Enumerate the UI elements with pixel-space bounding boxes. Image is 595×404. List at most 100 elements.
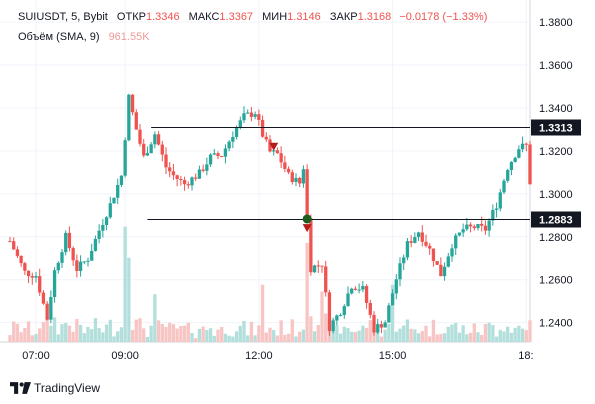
candle-body xyxy=(286,168,291,173)
volume-bar xyxy=(190,332,194,342)
volume-bar xyxy=(476,332,480,342)
volume-bar xyxy=(316,324,320,342)
candle-body xyxy=(156,134,161,145)
candle-body xyxy=(298,177,302,184)
volume-bar xyxy=(194,338,198,342)
candle-body xyxy=(309,218,313,273)
candle-body xyxy=(208,154,213,165)
price-tag-label: 1.2883 xyxy=(539,215,573,227)
candle-body xyxy=(142,143,146,156)
price-axis: 1.2400 1.2600 1.2800 1.3000 1.3200 1.3400 1.36… xyxy=(539,17,573,330)
candle-body xyxy=(238,120,242,128)
candle-body xyxy=(413,237,417,243)
candle-body xyxy=(424,241,428,246)
volume-bar xyxy=(15,323,20,342)
candle-body xyxy=(420,232,424,242)
candle-body xyxy=(301,169,306,184)
candle-body xyxy=(12,241,16,250)
volume-bar xyxy=(138,318,142,342)
tradingview-name: TradingView xyxy=(34,381,101,395)
candle-body xyxy=(442,266,447,277)
volume-bar xyxy=(26,321,31,342)
volume-value: 961.55K xyxy=(108,31,150,43)
candle-body xyxy=(528,144,532,185)
candle-body xyxy=(461,229,465,233)
volume-bar xyxy=(56,334,60,342)
volume-bar xyxy=(468,332,473,342)
volume-bar xyxy=(123,226,127,342)
volume-bar xyxy=(41,321,46,342)
candle-body xyxy=(446,256,450,267)
volume-bar xyxy=(212,335,216,342)
volume-bar xyxy=(346,328,350,342)
candle-body xyxy=(75,260,79,271)
volume-bar xyxy=(483,323,488,342)
candle-body xyxy=(171,171,176,176)
sell-arrow-icon xyxy=(269,142,279,151)
candle-body xyxy=(242,113,246,121)
volume-bar xyxy=(275,335,280,342)
volume-bar xyxy=(379,336,384,342)
volume-bar xyxy=(19,332,23,342)
volume-bar xyxy=(78,324,83,342)
close-value: 1.3168 xyxy=(357,11,392,23)
candle-body xyxy=(428,245,432,249)
volume-bar xyxy=(491,325,495,342)
candle-body xyxy=(97,230,101,239)
price-tags: 1.3313 1.2883 xyxy=(531,119,581,228)
volume-bars xyxy=(8,226,532,342)
trade-markers xyxy=(269,142,312,233)
candle-body xyxy=(246,112,250,114)
candle-body xyxy=(220,156,224,158)
x-tick-label: 12:00 xyxy=(245,350,273,362)
candle-body xyxy=(108,203,112,218)
volume-bar xyxy=(506,326,510,342)
candle-body xyxy=(127,94,131,141)
volume-bar xyxy=(257,325,261,342)
symbol-label[interactable]: SUIUSDT, 5, Bybit xyxy=(18,11,108,23)
volume-bar xyxy=(127,257,131,342)
candle-body xyxy=(524,143,528,145)
candle-body xyxy=(26,270,31,277)
candle-body xyxy=(164,154,168,168)
volume-bar xyxy=(513,327,517,342)
price-tag-label: 1.3313 xyxy=(539,123,573,135)
candle-body xyxy=(41,292,46,304)
volume-bar xyxy=(75,319,79,342)
candle-body xyxy=(480,223,484,226)
volume-bar xyxy=(446,326,450,342)
volume-bar xyxy=(320,291,324,342)
volume-bar xyxy=(171,324,176,342)
volume-bar xyxy=(182,325,187,342)
candle-body xyxy=(182,180,187,185)
volume-bar xyxy=(298,331,302,342)
candle-body xyxy=(290,172,294,182)
candle-body xyxy=(338,315,343,317)
candle-body xyxy=(56,262,60,271)
volume-bar xyxy=(168,322,172,342)
candle-body xyxy=(231,136,235,142)
volume-bar xyxy=(324,313,328,342)
volume-label[interactable]: Объём (SMA, 9) xyxy=(18,31,100,43)
candle-body xyxy=(168,167,172,172)
candle-body xyxy=(86,260,90,262)
volume-bar xyxy=(253,335,257,342)
tradingview-brand[interactable]: TradingView xyxy=(10,380,100,396)
volume-bar xyxy=(498,329,502,342)
candle-body xyxy=(197,169,202,179)
volume-bar xyxy=(67,325,72,342)
volume-bar xyxy=(450,324,454,342)
candle-body xyxy=(134,112,138,130)
candle-body xyxy=(513,157,517,162)
volume-bar xyxy=(480,334,484,342)
volume-bar xyxy=(116,331,120,342)
candle-body xyxy=(71,248,75,261)
candle-body xyxy=(439,264,443,277)
high-value: 1.3367 xyxy=(219,11,254,23)
volume-bar xyxy=(398,328,402,342)
volume-bar xyxy=(502,331,506,342)
candle-body xyxy=(257,114,261,120)
candle-body xyxy=(194,177,198,179)
